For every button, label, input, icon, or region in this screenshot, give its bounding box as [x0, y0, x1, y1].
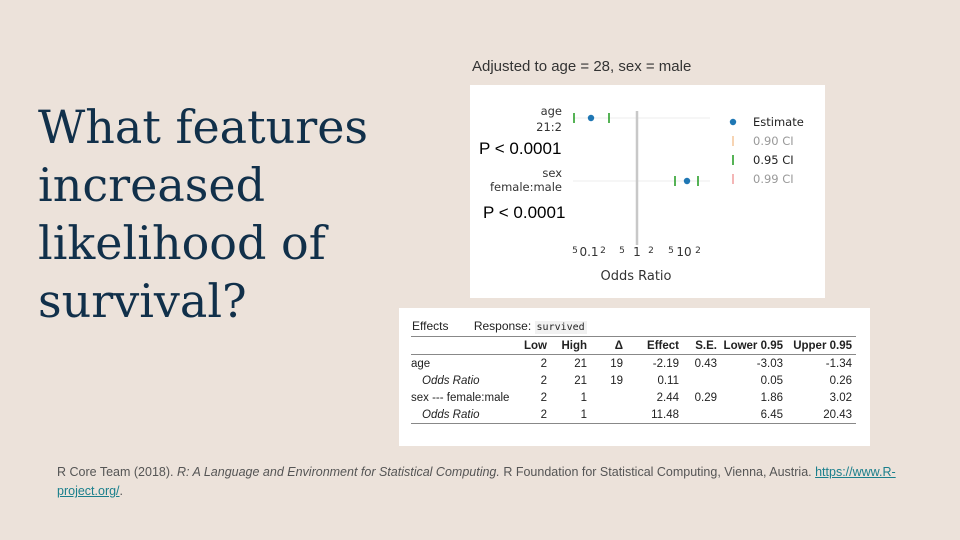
column-header — [411, 337, 523, 355]
table-cell: 20.43 — [823, 408, 852, 421]
legend-label-estimate: Estimate — [753, 115, 804, 129]
table-header-row: Low High Δ Effect S.E. Lower 0.95 Upper … — [411, 336, 856, 355]
table-cell: 6.45 — [760, 408, 783, 421]
table-cell: 0.05 — [760, 374, 783, 387]
response-label: Response: — [473, 319, 532, 333]
table-cell: Odds Ratio — [422, 374, 480, 387]
table-cell: age — [411, 357, 431, 370]
effects-table-panel: Effects Response: survived Low High Δ Ef… — [399, 308, 870, 446]
column-header: Low — [524, 339, 547, 352]
table-cell: 2 — [540, 391, 547, 404]
estimate-point-sex — [683, 177, 691, 185]
table-cell: 1 — [580, 408, 587, 421]
chart-caption: Adjusted to age = 28, sex = male — [472, 58, 692, 75]
slide-title: What features increased likelihood of su… — [38, 100, 369, 328]
citation-publisher: R Foundation for Statistical Computing, … — [503, 465, 812, 479]
table-cell: 2 — [540, 408, 547, 421]
row-label-sex-contrast: female:male — [490, 180, 562, 194]
table-cell — [591, 406, 627, 424]
row-label-age-contrast: 21:2 — [536, 120, 562, 134]
citation-tail: . — [119, 484, 124, 498]
table-cell: 1 — [580, 391, 587, 404]
table-cell: 0.26 — [829, 374, 852, 387]
x-tick-label: 5 — [572, 246, 578, 256]
column-header: Δ — [614, 339, 623, 352]
table-cell: 1.86 — [760, 391, 783, 404]
x-axis-title: Odds Ratio — [600, 269, 671, 284]
table-cell: 0.11 — [657, 374, 679, 387]
column-header: Lower 0.95 — [723, 339, 783, 352]
table-cell — [683, 406, 721, 424]
table-cell: 0.43 — [694, 357, 717, 370]
citation-authors: R Core Team (2018). — [57, 465, 174, 479]
effects-header: Effects Response: survived — [412, 319, 587, 334]
p-value-sex: P < 0.0001 — [483, 203, 565, 222]
table-cell: sex --- female:male — [411, 391, 510, 404]
table-cell: -3.03 — [756, 357, 783, 370]
table-row: age 2 21 19 -2.19 0.43 -3.03 -1.34 — [411, 355, 856, 373]
effects-table: Low High Δ Effect S.E. Lower 0.95 Upper … — [411, 336, 856, 424]
legend-label-ci99: 0.99 CI — [753, 172, 794, 186]
legend-estimate-marker — [729, 118, 737, 126]
legend: Estimate 0.90 CI 0.95 CI 0.99 CI — [729, 115, 804, 186]
column-header: S.E. — [695, 339, 717, 352]
x-tick-label: 10 — [676, 245, 691, 259]
legend-label-ci90: 0.90 CI — [753, 134, 794, 148]
p-value-age: P < 0.0001 — [479, 139, 561, 158]
table-cell — [683, 372, 721, 389]
table-cell: 21 — [574, 374, 587, 387]
legend-label-ci95: 0.95 CI — [753, 153, 794, 167]
x-tick-label: 2 — [695, 246, 701, 256]
x-tick-label: 5 — [619, 246, 625, 256]
citation-link[interactable]: https://www.R-project.org/ — [57, 465, 896, 498]
chart-svg: age 21:2 sex female:male P < 0.0001 P < … — [479, 104, 804, 284]
response-variable: survived — [534, 321, 587, 334]
row-label-age: age — [541, 104, 562, 118]
column-header: High — [561, 339, 587, 352]
x-tick-label: 1 — [633, 245, 641, 259]
effects-label: Effects — [412, 319, 449, 333]
x-tick-label: 2 — [648, 246, 654, 256]
table-cell: 2.44 — [656, 391, 679, 404]
table-cell — [591, 389, 627, 406]
column-header: Upper 0.95 — [793, 339, 852, 352]
odds-ratio-chart: age 21:2 sex female:male P < 0.0001 P < … — [470, 85, 825, 298]
citation: R Core Team (2018). R: A Language and En… — [57, 463, 917, 501]
table-cell: -2.19 — [652, 357, 679, 370]
table-cell: 11.48 — [651, 408, 679, 421]
table-cell: 19 — [610, 374, 623, 387]
table-cell: 2 — [540, 374, 547, 387]
table-row: sex --- female:male 2 1 2.44 0.29 1.86 3… — [411, 389, 856, 406]
table-cell: 3.02 — [829, 391, 852, 404]
row-label-sex: sex — [542, 166, 562, 180]
table-cell: 21 — [574, 357, 587, 370]
column-header: Effect — [647, 339, 679, 352]
table-cell: -1.34 — [825, 357, 852, 370]
table-cell: 19 — [610, 357, 623, 370]
table-cell: Odds Ratio — [422, 408, 480, 421]
table-cell: 0.29 — [694, 391, 717, 404]
x-tick-label: 0.1 — [579, 245, 598, 259]
x-tick-label: 2 — [600, 246, 606, 256]
citation-title: R: A Language and Environment for Statis… — [176, 465, 500, 479]
table-cell: 2 — [540, 357, 547, 370]
table-row: Odds Ratio 2 1 11.48 6.45 20.43 — [411, 406, 856, 424]
estimate-point-age — [587, 114, 595, 122]
table-row: Odds Ratio 2 21 19 0.11 0.05 0.26 — [411, 372, 856, 389]
x-tick-label: 5 — [668, 246, 674, 256]
